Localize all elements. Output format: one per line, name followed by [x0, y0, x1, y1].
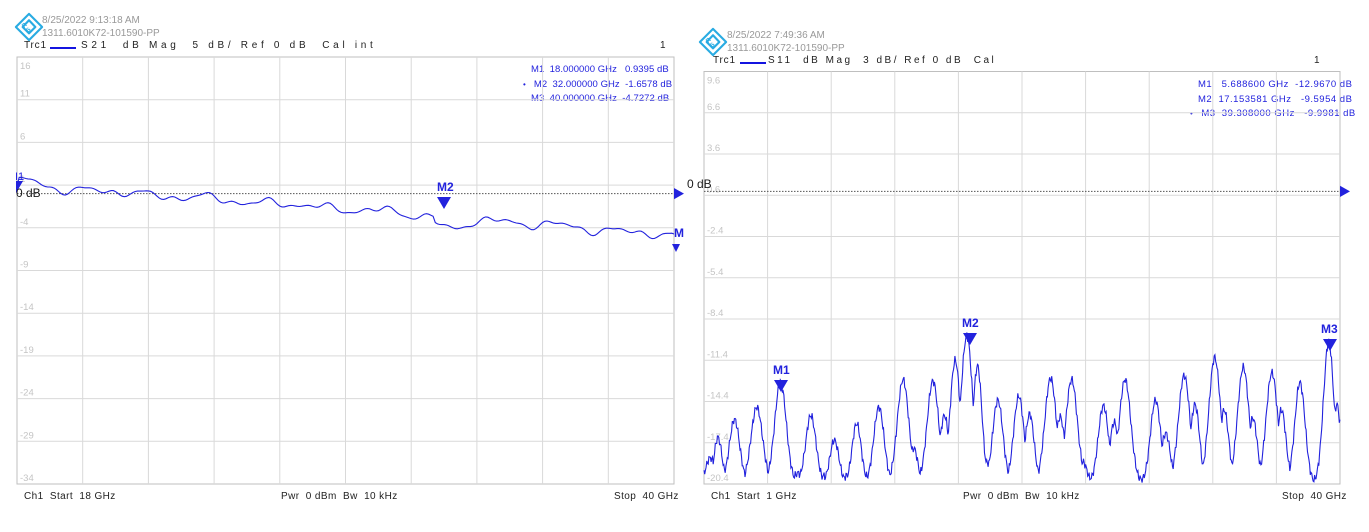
svg-text:16: 16: [20, 61, 31, 72]
svg-text:-19: -19: [20, 345, 34, 356]
svg-text:-4: -4: [20, 217, 28, 228]
svg-text:M3: M3: [1321, 322, 1338, 336]
svg-text:0 dB: 0 dB: [16, 186, 41, 200]
svg-text:-11.4: -11.4: [707, 349, 728, 360]
svg-text:0 dB: 0 dB: [687, 177, 712, 191]
svg-text:-20.4: -20.4: [707, 473, 729, 484]
svg-text:-14: -14: [20, 302, 34, 313]
svg-text:M2: M2: [962, 316, 979, 330]
svg-text:11: 11: [20, 89, 30, 100]
svg-text:9.6: 9.6: [707, 76, 720, 87]
svg-text:-29: -29: [20, 430, 34, 441]
svg-text:M1: M1: [773, 363, 790, 377]
svg-text:-9: -9: [20, 260, 28, 271]
svg-text:-2.4: -2.4: [707, 226, 723, 237]
svg-text:3.6: 3.6: [707, 143, 720, 154]
svg-text:-24: -24: [20, 388, 34, 399]
svg-text:-5.4: -5.4: [707, 267, 723, 278]
svg-text:M2: M2: [437, 180, 454, 194]
svg-text:-14.4: -14.4: [707, 391, 729, 402]
svg-text:-17.4: -17.4: [707, 432, 729, 443]
svg-text:-34: -34: [20, 473, 34, 484]
svg-text:6.6: 6.6: [707, 102, 720, 113]
svg-text:-8.4: -8.4: [707, 308, 723, 319]
svg-text:6: 6: [20, 131, 25, 142]
svg-text:M: M: [674, 226, 684, 240]
